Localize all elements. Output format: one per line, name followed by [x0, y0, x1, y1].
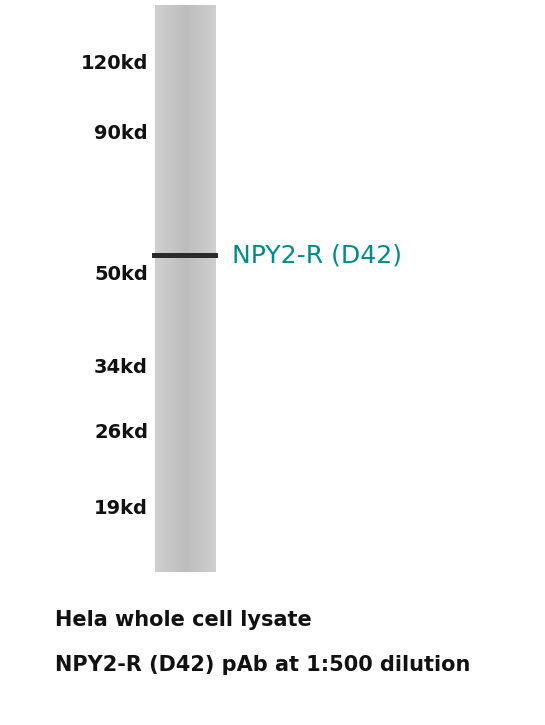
- Text: 34kd: 34kd: [94, 358, 148, 377]
- Bar: [184, 5, 185, 572]
- Bar: [182, 5, 184, 572]
- Bar: [176, 5, 178, 572]
- Bar: [203, 5, 205, 572]
- Bar: [161, 5, 163, 572]
- Bar: [209, 5, 211, 572]
- Bar: [192, 5, 195, 572]
- Bar: [174, 5, 177, 572]
- Bar: [188, 5, 190, 572]
- Bar: [158, 5, 160, 572]
- Bar: [172, 5, 173, 572]
- Bar: [160, 5, 161, 572]
- Text: 50kd: 50kd: [94, 265, 148, 284]
- Bar: [178, 5, 179, 572]
- Bar: [206, 5, 208, 572]
- Bar: [186, 5, 189, 572]
- Text: NPY2-R (D42): NPY2-R (D42): [232, 243, 402, 267]
- Text: Hela whole cell lysate: Hela whole cell lysate: [55, 610, 312, 630]
- Bar: [208, 5, 209, 572]
- Bar: [204, 5, 207, 572]
- Bar: [185, 5, 187, 572]
- Bar: [162, 5, 165, 572]
- Bar: [198, 5, 201, 572]
- Bar: [200, 5, 202, 572]
- Bar: [191, 5, 193, 572]
- Text: NPY2-R (D42) pAb at 1:500 dilution: NPY2-R (D42) pAb at 1:500 dilution: [55, 655, 470, 675]
- Bar: [194, 5, 196, 572]
- Bar: [179, 5, 181, 572]
- Bar: [214, 5, 215, 572]
- Bar: [173, 5, 175, 572]
- Bar: [156, 5, 159, 572]
- Bar: [170, 5, 172, 572]
- Bar: [197, 5, 199, 572]
- Text: 19kd: 19kd: [94, 499, 148, 518]
- Bar: [202, 5, 203, 572]
- Bar: [167, 5, 169, 572]
- Bar: [212, 5, 214, 572]
- Bar: [164, 5, 166, 572]
- Bar: [155, 5, 157, 572]
- Bar: [168, 5, 171, 572]
- Bar: [166, 5, 167, 572]
- Bar: [190, 5, 191, 572]
- Bar: [196, 5, 197, 572]
- Text: 26kd: 26kd: [94, 423, 148, 442]
- Text: 90kd: 90kd: [94, 124, 148, 143]
- Bar: [180, 5, 183, 572]
- Text: 120kd: 120kd: [81, 54, 148, 73]
- Bar: [152, 252, 218, 257]
- Bar: [210, 5, 213, 572]
